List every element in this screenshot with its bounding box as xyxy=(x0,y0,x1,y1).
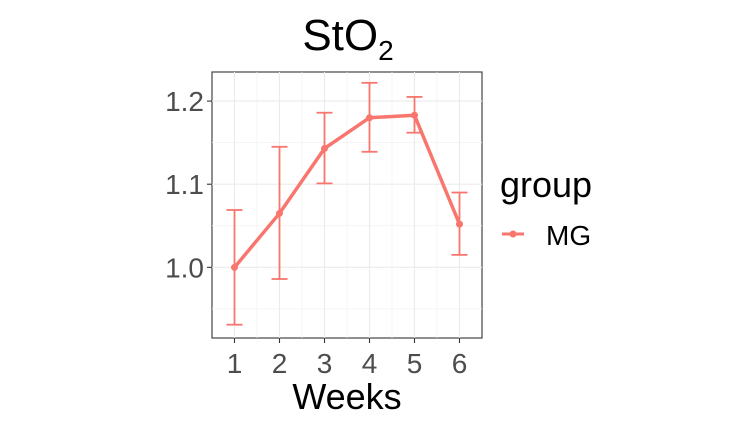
x-tick-label: 3 xyxy=(317,348,333,379)
data-point xyxy=(321,144,328,152)
data-point xyxy=(411,111,418,119)
y-axis: 1.0 1.1 1.2 xyxy=(165,86,212,283)
series-layer xyxy=(226,81,468,326)
series-line-mg xyxy=(232,113,462,270)
x-tick-label: 2 xyxy=(272,348,288,379)
data-point xyxy=(276,209,283,217)
legend: group MG xyxy=(500,164,592,251)
y-tick-label: 1.0 xyxy=(165,252,204,283)
x-axis-title: Weeks xyxy=(292,376,401,417)
legend-title: group xyxy=(500,164,592,205)
legend-key-point xyxy=(509,230,517,238)
x-tick-label: 1 xyxy=(227,348,243,379)
x-tick-label: 6 xyxy=(452,348,468,379)
chart-title-main: StO xyxy=(302,11,378,60)
x-tick-label: 5 xyxy=(407,348,423,379)
data-point xyxy=(366,114,373,122)
y-tick-label: 1.1 xyxy=(165,169,204,200)
x-tick-label: 4 xyxy=(362,348,378,379)
data-point xyxy=(456,220,463,228)
chart-title-subscript: 2 xyxy=(378,35,394,66)
chart-title: StO2 xyxy=(302,11,393,66)
legend-label-mg: MG xyxy=(546,220,591,251)
data-point xyxy=(231,263,238,271)
y-tick-label: 1.2 xyxy=(165,86,204,117)
